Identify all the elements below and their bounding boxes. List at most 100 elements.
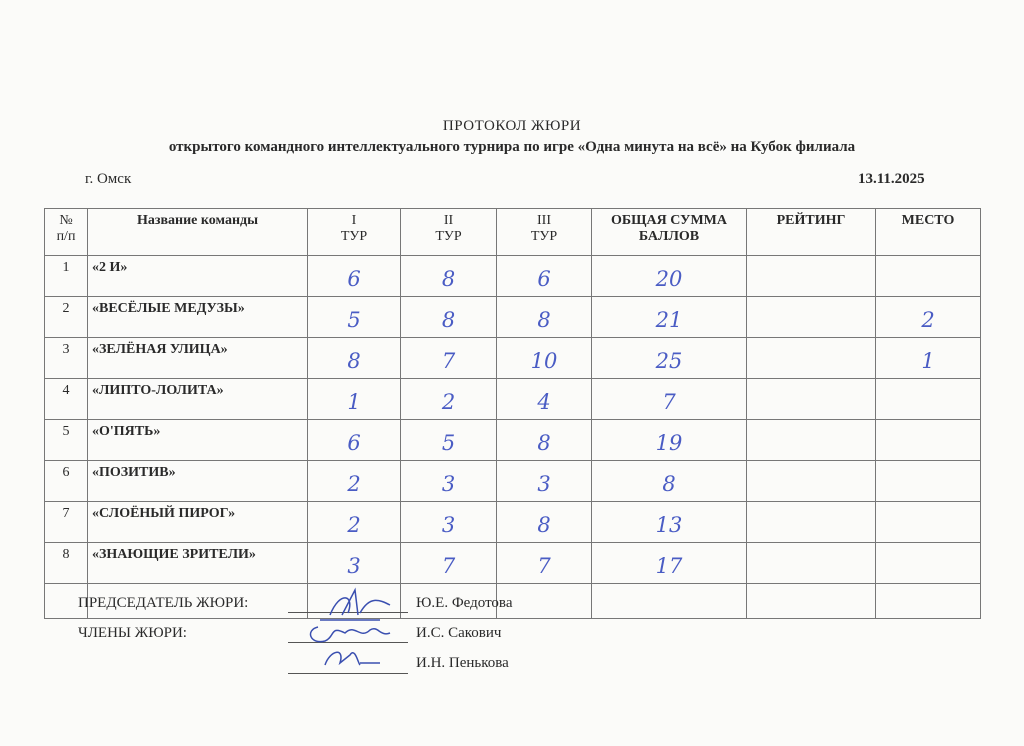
table-row: 6 «ПОЗИТИВ» 2 3 3 8 <box>44 460 981 502</box>
round-2-score: 3 <box>400 460 497 502</box>
member-1-name: И.С. Сакович <box>416 625 502 641</box>
rating <box>746 337 876 379</box>
total-score: 17 <box>591 542 747 584</box>
document-subtitle: открытого командного интеллектуального т… <box>168 139 856 155</box>
table-row: 4 «ЛИПТО-ЛОЛИТА» 1 2 4 7 <box>44 378 981 420</box>
signature-line <box>288 642 408 643</box>
city: г. Омск <box>85 171 132 187</box>
empty-cell <box>87 583 308 619</box>
round-3-score: 6 <box>496 255 592 297</box>
table-row: 3 «ЗЕЛЁНАЯ УЛИЦА» 8 7 10 25 1 <box>44 337 981 379</box>
round-1-score: 5 <box>307 296 401 338</box>
total-score: 19 <box>591 419 747 461</box>
rating <box>746 378 876 420</box>
round-1-score: 3 <box>307 542 401 584</box>
total-score: 21 <box>591 296 747 338</box>
table-row: 7 «СЛОЁНЫЙ ПИРОГ» 2 3 8 13 <box>44 501 981 543</box>
round-1-score: 6 <box>307 419 401 461</box>
empty-cell <box>44 583 88 619</box>
team-name: «2 И» <box>87 255 308 297</box>
round-3-score: 8 <box>496 501 592 543</box>
round-3-score: 7 <box>496 542 592 584</box>
document-title: ПРОТОКОЛ ЖЮРИ <box>442 118 582 134</box>
member-2-name: И.Н. Пенькова <box>416 655 509 671</box>
rating <box>746 255 876 297</box>
place <box>875 501 981 543</box>
place <box>875 255 981 297</box>
table-row: 5 «О'ПЯТЬ» 6 5 8 19 <box>44 419 981 461</box>
round-3-score: 8 <box>496 296 592 338</box>
round-2-score: 8 <box>400 255 497 297</box>
place <box>875 542 981 584</box>
col-header-place: МЕСТО <box>875 208 981 256</box>
round-1-score: 2 <box>307 460 401 502</box>
rating <box>746 296 876 338</box>
round-1-score: 8 <box>307 337 401 379</box>
handwritten-signatures <box>309 587 391 666</box>
round-3-score: 3 <box>496 460 592 502</box>
empty-row <box>44 583 981 619</box>
place <box>875 460 981 502</box>
team-name: «ЛИПТО-ЛОЛИТА» <box>87 378 308 420</box>
row-number: 3 <box>44 337 88 379</box>
rating <box>746 419 876 461</box>
team-name: «ПОЗИТИВ» <box>87 460 308 502</box>
table-row: 8 «ЗНАЮЩИЕ ЗРИТЕЛИ» 3 7 7 17 <box>44 542 981 584</box>
row-number: 5 <box>44 419 88 461</box>
round-3-score: 4 <box>496 378 592 420</box>
signature-member-1 <box>309 619 391 643</box>
total-score: 20 <box>591 255 747 297</box>
team-name: «СЛОЁНЫЙ ПИРОГ» <box>87 501 308 543</box>
team-name: «ЗЕЛЁНАЯ УЛИЦА» <box>87 337 308 379</box>
col-header-round-1: I ТУР <box>307 208 401 256</box>
chair-name: Ю.Е. Федотова <box>416 595 513 611</box>
row-number: 7 <box>44 501 88 543</box>
place <box>875 419 981 461</box>
row-number: 8 <box>44 542 88 584</box>
table-row: 2 «ВЕСЁЛЫЕ МЕДУЗЫ» 5 8 8 21 2 <box>44 296 981 338</box>
round-1-score: 6 <box>307 255 401 297</box>
team-name: «ВЕСЁЛЫЕ МЕДУЗЫ» <box>87 296 308 338</box>
rating <box>746 501 876 543</box>
place: 2 <box>875 296 981 338</box>
round-2-score: 5 <box>400 419 497 461</box>
results-table: № п/п Название команды I ТУР II ТУР III ТУР … <box>44 208 981 619</box>
total-score: 25 <box>591 337 747 379</box>
col-header-number: № п/п <box>44 208 88 256</box>
signature-chair <box>329 587 391 616</box>
members-label: ЧЛЕНЫ ЖЮРИ: <box>78 625 187 641</box>
total-score: 13 <box>591 501 747 543</box>
col-header-team: Название команды <box>87 208 308 256</box>
empty-cell <box>591 583 747 619</box>
row-number: 6 <box>44 460 88 502</box>
col-header-round-2: II ТУР <box>400 208 497 256</box>
round-2-score: 7 <box>400 542 497 584</box>
total-score: 8 <box>591 460 747 502</box>
round-3-score: 10 <box>496 337 592 379</box>
col-header-round-3: III ТУР <box>496 208 592 256</box>
round-3-score: 8 <box>496 419 592 461</box>
round-2-score: 8 <box>400 296 497 338</box>
table-header-row: № п/п Название команды I ТУР II ТУР III ТУР … <box>44 208 981 256</box>
empty-cell <box>875 583 981 619</box>
empty-cell <box>307 583 401 619</box>
round-2-score: 2 <box>400 378 497 420</box>
row-number: 4 <box>44 378 88 420</box>
col-header-total: ОБЩАЯ СУММА БАЛЛОВ <box>591 208 747 256</box>
empty-cell <box>496 583 592 619</box>
round-1-score: 2 <box>307 501 401 543</box>
date: 13.11.2025 <box>858 171 925 187</box>
total-score: 7 <box>591 378 747 420</box>
signature-line <box>288 673 408 674</box>
rating <box>746 542 876 584</box>
team-name: «О'ПЯТЬ» <box>87 419 308 461</box>
chair-label: ПРЕДСЕДАТЕЛЬ ЖЮРИ: <box>78 595 249 611</box>
place <box>875 378 981 420</box>
col-header-rating: РЕЙТИНГ <box>746 208 876 256</box>
team-name: «ЗНАЮЩИЕ ЗРИТЕЛИ» <box>87 542 308 584</box>
empty-cell <box>746 583 876 619</box>
round-2-score: 7 <box>400 337 497 379</box>
round-2-score: 3 <box>400 501 497 543</box>
place: 1 <box>875 337 981 379</box>
row-number: 1 <box>44 255 88 297</box>
